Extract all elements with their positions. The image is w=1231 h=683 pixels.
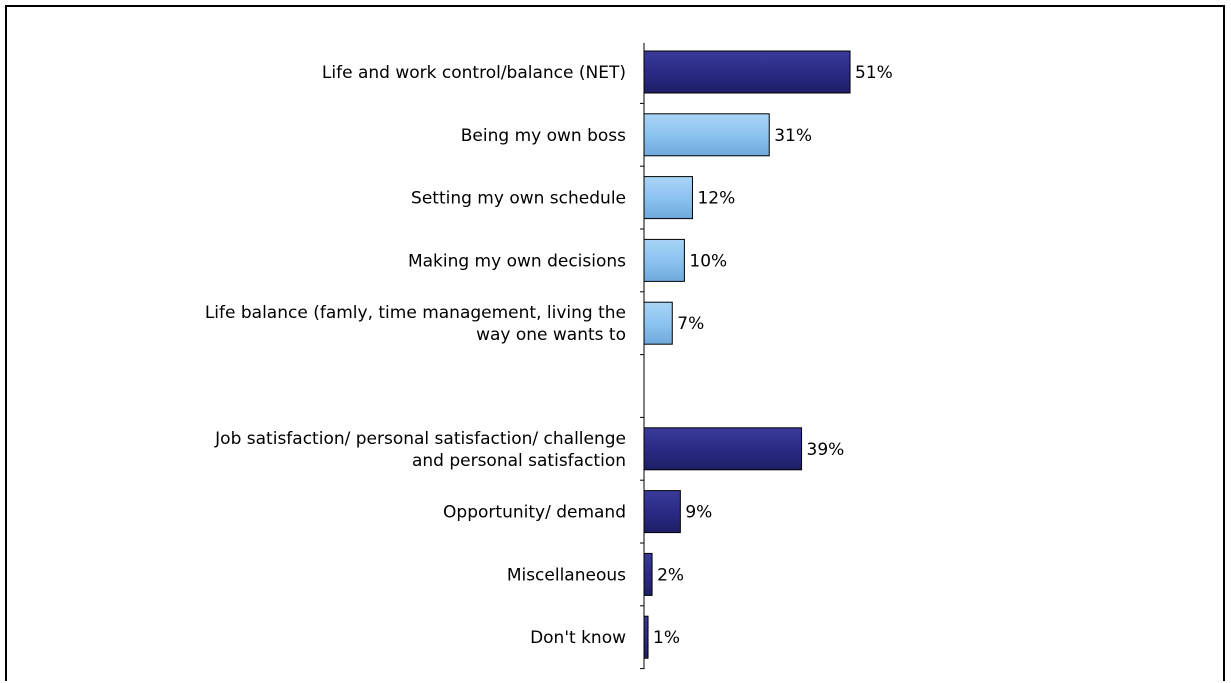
bar bbox=[643, 176, 693, 220]
data-label: 51% bbox=[855, 63, 893, 83]
bar bbox=[643, 490, 681, 534]
data-label: 31% bbox=[774, 126, 812, 146]
category-label: Being my own boss bbox=[461, 126, 626, 146]
bar bbox=[643, 238, 685, 282]
axis-layer bbox=[640, 43, 645, 670]
category-label: Job satisfaction/ personal satisfaction/… bbox=[214, 429, 626, 471]
category-label: Making my own decisions bbox=[408, 251, 626, 271]
category-label: Miscellaneous bbox=[507, 565, 626, 585]
bar bbox=[643, 301, 673, 345]
bar bbox=[643, 50, 851, 94]
data-label: 1% bbox=[653, 628, 680, 648]
bars-layer bbox=[643, 50, 851, 659]
bar bbox=[643, 552, 653, 596]
category-label: Opportunity/ demand bbox=[443, 503, 626, 523]
bar bbox=[643, 615, 649, 659]
data-label: 10% bbox=[689, 251, 727, 271]
chart-frame: Life and work control/balance (NET) 51% Be… bbox=[5, 5, 1225, 681]
category-label: Life balance (famly, time management, li… bbox=[205, 303, 626, 345]
data-label: 9% bbox=[685, 503, 712, 523]
data-label: 7% bbox=[677, 314, 704, 334]
bar bbox=[643, 113, 770, 157]
category-label: Don't know bbox=[530, 628, 626, 648]
category-label: Setting my own schedule bbox=[411, 189, 626, 209]
labels-layer: Life and work control/balance (NET) 51% Be… bbox=[205, 63, 893, 648]
chart: Life and work control/balance (NET) 51% Be… bbox=[205, 43, 893, 670]
data-label: 12% bbox=[697, 189, 735, 209]
data-label: 2% bbox=[657, 565, 684, 585]
category-label: Life and work control/balance (NET) bbox=[322, 63, 626, 83]
bar bbox=[643, 427, 803, 471]
data-label: 39% bbox=[807, 440, 845, 460]
